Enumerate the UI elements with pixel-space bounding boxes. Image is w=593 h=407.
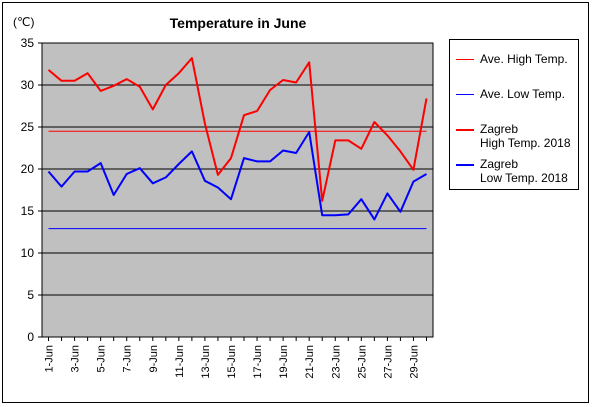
x-tick-label: 13-Jun bbox=[200, 345, 212, 379]
y-tick-label: 25 bbox=[21, 120, 35, 134]
plot-area: 0 5 10 15 20 25 30 35 1-Jun 3-Jun 5-Jun 7-Jun 9-Jun 1… bbox=[21, 36, 434, 379]
y-tick-label: 35 bbox=[21, 36, 35, 50]
chart-title: Temperature in June bbox=[170, 15, 307, 31]
legend-swatch bbox=[456, 129, 474, 131]
x-tick-label: 23-Jun bbox=[330, 345, 342, 379]
legend-label: Zagreb High Temp. 2018 bbox=[480, 122, 571, 150]
x-tick-label: 27-Jun bbox=[382, 345, 394, 379]
y-tick-label: 10 bbox=[21, 246, 35, 260]
series-line-3 bbox=[47, 131, 428, 221]
legend: Ave. High Temp. Ave. Low Temp. Zagreb High… bbox=[449, 39, 579, 190]
x-tick-label: 9-Jun bbox=[148, 345, 160, 373]
y-tick-label: 5 bbox=[27, 288, 34, 302]
x-tick-label: 3-Jun bbox=[70, 345, 82, 373]
legend-swatch bbox=[456, 94, 474, 95]
plot-background bbox=[41, 42, 434, 338]
x-tick-label: 5-Jun bbox=[96, 345, 108, 373]
y-axis-unit-label: (℃) bbox=[13, 15, 34, 29]
legend-label: Zagreb Low Temp. 2018 bbox=[480, 157, 568, 185]
x-tick-label: 11-Jun bbox=[174, 345, 186, 378]
legend-label: Ave. High Temp. bbox=[480, 52, 568, 66]
y-tick-label: 0 bbox=[27, 330, 34, 344]
legend-swatch bbox=[456, 164, 474, 166]
series-line-2 bbox=[47, 57, 428, 202]
x-tick-label: 15-Jun bbox=[226, 345, 238, 379]
y-tick-label: 30 bbox=[21, 78, 35, 92]
x-tick-label: 7-Jun bbox=[122, 345, 134, 373]
x-tick-label: 1-Jun bbox=[44, 345, 56, 373]
legend-label: Ave. Low Temp. bbox=[480, 87, 565, 101]
y-tick-label: 20 bbox=[21, 162, 35, 176]
x-tick-label: 25-Jun bbox=[356, 345, 368, 379]
x-tick-label: 29-Jun bbox=[408, 345, 420, 379]
legend-swatch bbox=[456, 59, 474, 60]
x-tick-label: 21-Jun bbox=[304, 345, 316, 379]
x-tick-label: 19-Jun bbox=[278, 345, 290, 379]
y-tick-label: 15 bbox=[21, 204, 35, 218]
x-tick-label: 17-Jun bbox=[252, 345, 264, 379]
